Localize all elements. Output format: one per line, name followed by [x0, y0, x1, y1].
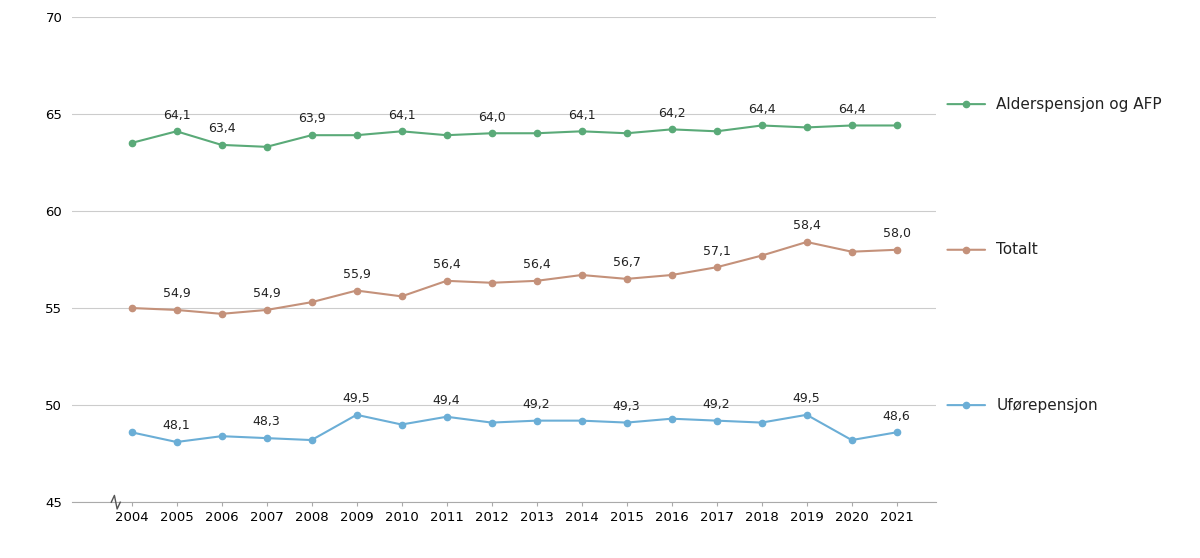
Text: 56,7: 56,7: [613, 256, 641, 269]
Text: 48,3: 48,3: [253, 415, 281, 429]
Text: 64,4: 64,4: [838, 103, 865, 116]
Text: 57,1: 57,1: [703, 244, 731, 257]
Text: 64,2: 64,2: [658, 107, 685, 119]
Text: 64,4: 64,4: [748, 103, 775, 116]
Text: 64,1: 64,1: [388, 109, 415, 122]
Text: 49,2: 49,2: [523, 398, 551, 411]
Text: 48,1: 48,1: [163, 419, 191, 432]
Text: 63,9: 63,9: [298, 113, 325, 126]
Text: 63,4: 63,4: [208, 122, 235, 135]
Text: Totalt: Totalt: [996, 242, 1038, 257]
Text: 58,4: 58,4: [793, 219, 821, 232]
Text: 58,0: 58,0: [883, 227, 911, 240]
Text: 49,3: 49,3: [613, 400, 641, 413]
Text: 48,6: 48,6: [883, 410, 911, 422]
Text: 49,5: 49,5: [793, 392, 821, 405]
Text: 49,2: 49,2: [703, 398, 731, 411]
Text: 55,9: 55,9: [343, 268, 371, 281]
Text: 64,1: 64,1: [163, 109, 191, 122]
Text: 64,1: 64,1: [568, 109, 595, 122]
Text: 64,0: 64,0: [478, 110, 505, 123]
Text: Alderspensjon og AFP: Alderspensjon og AFP: [996, 97, 1162, 112]
Text: 54,9: 54,9: [163, 287, 191, 300]
Text: 49,5: 49,5: [343, 392, 371, 405]
Text: Uførepensjon: Uførepensjon: [996, 398, 1098, 412]
Text: 49,4: 49,4: [433, 394, 461, 407]
Text: 56,4: 56,4: [523, 258, 551, 271]
Text: 56,4: 56,4: [433, 258, 461, 271]
Text: 54,9: 54,9: [253, 287, 281, 300]
